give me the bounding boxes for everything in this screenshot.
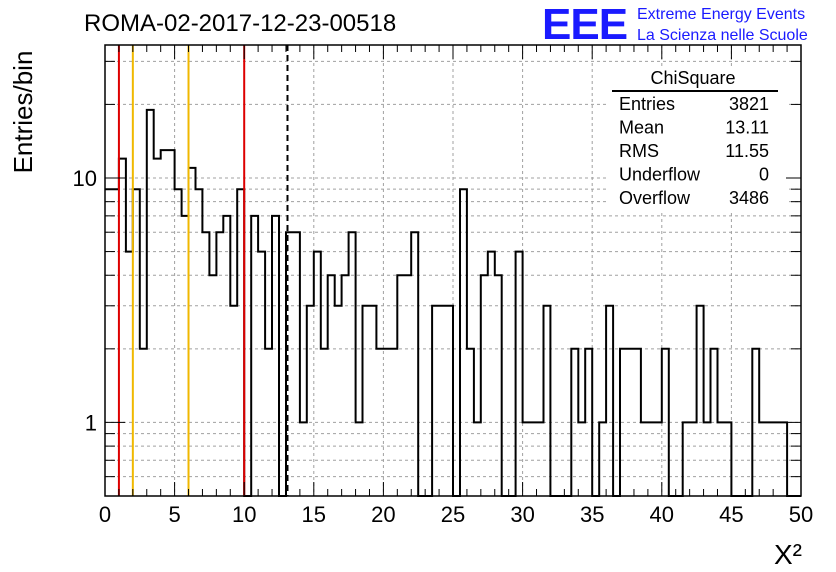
y-tick-label: 1 (85, 410, 97, 435)
x-tick-label: 45 (719, 502, 743, 527)
stats-value: 3821 (729, 94, 769, 114)
histogram-layer (105, 108, 801, 497)
axes (104, 44, 802, 497)
x-tick-label: 0 (99, 502, 111, 527)
x-tick-label: 30 (510, 502, 534, 527)
stats-label: Entries (619, 94, 675, 114)
x-tick-label: 10 (232, 502, 256, 527)
x-tick-label: 40 (650, 502, 674, 527)
stats-rows: Entries 3821 Mean 13.11 RMS 11.55 Underflow 0 Ov… (619, 94, 769, 208)
histogram-outline (105, 108, 801, 497)
stats-label: RMS (619, 141, 659, 161)
stats-label: Mean (619, 118, 664, 138)
logo-mark: EEE (542, 0, 627, 49)
stats-value: 0 (759, 165, 769, 185)
stats-value: 11.55 (725, 141, 769, 161)
x-tick-label: 50 (789, 502, 813, 527)
y-tick-label: 10 (73, 166, 97, 191)
stats-value: 13.11 (725, 118, 769, 138)
stats-label: Overflow (619, 188, 691, 208)
x-tick-label: 20 (371, 502, 395, 527)
x-tick-label: 15 (302, 502, 326, 527)
threshold-lines (117, 45, 289, 496)
stats-box: ChiSquare Entries 3821 Mean 13.11 RMS 11.55 Un… (608, 66, 786, 212)
stats-value: 3486 (729, 188, 769, 208)
x-tick-label: 5 (168, 502, 180, 527)
tick-labels: 0 5 10 15 20 25 30 35 40 45 50 1 10 (73, 166, 814, 527)
stats-box-title: ChiSquare (650, 68, 735, 88)
y-axis-label: Entries/bin (8, 51, 38, 174)
chart-title: ROMA-02-2017-12-23-00518 (84, 10, 396, 37)
x-axis-label: X² (774, 539, 802, 570)
x-tick-label: 35 (580, 502, 604, 527)
x-tick-label: 25 (441, 502, 465, 527)
eee-logo: EEE Extreme Energy Events La Scienza nel… (542, 0, 808, 49)
logo-line2: La Scienza nelle Scuole (637, 27, 808, 44)
logo-line1: Extreme Energy Events (637, 6, 805, 23)
stats-label: Underflow (619, 165, 701, 185)
